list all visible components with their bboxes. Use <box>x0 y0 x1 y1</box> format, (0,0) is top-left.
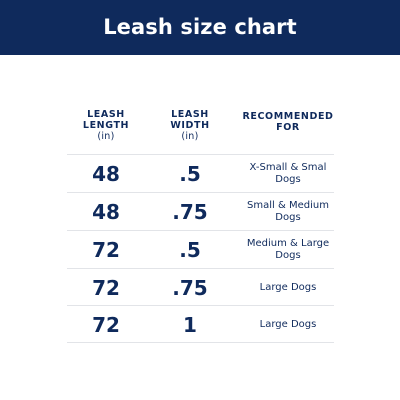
cell-recommended: Small & Medium Dogs <box>238 193 338 230</box>
table-row: 72 .75 Large Dogs <box>0 269 400 306</box>
column-header-length-unit: (in) <box>97 131 115 142</box>
column-header-length: LEASH LENGTH (in) <box>68 109 144 142</box>
row-divider <box>67 268 334 269</box>
column-header-width-label: LEASH WIDTH <box>170 109 210 131</box>
cell-width: .5 <box>152 231 228 268</box>
width-value: .5 <box>179 237 201 262</box>
length-value: 72 <box>92 275 120 300</box>
row-divider <box>67 342 334 343</box>
cell-length: 72 <box>68 306 144 343</box>
row-divider <box>67 154 334 155</box>
recommended-text: Medium & Large Dogs <box>246 237 330 261</box>
column-header-width: LEASH WIDTH (in) <box>152 109 228 142</box>
column-header-length-label: LEASH LENGTH <box>82 109 130 131</box>
recommended-text: Large Dogs <box>259 318 317 330</box>
width-value: .75 <box>172 275 208 300</box>
width-value: .75 <box>172 199 208 224</box>
row-divider <box>67 230 334 231</box>
cell-width: .5 <box>152 155 228 192</box>
row-divider <box>67 192 334 193</box>
row-divider <box>67 305 334 306</box>
table-row: 48 .5 X-Small & Smal Dogs <box>0 155 400 192</box>
table-row: 72 1 Large Dogs <box>0 306 400 343</box>
cell-length: 72 <box>68 231 144 268</box>
width-value: 1 <box>183 312 197 337</box>
cell-recommended: X-Small & Smal Dogs <box>238 155 338 192</box>
column-header-width-unit: (in) <box>181 131 199 142</box>
cell-recommended: Large Dogs <box>238 306 338 343</box>
length-value: 48 <box>92 199 120 224</box>
recommended-text: Large Dogs <box>259 281 317 293</box>
recommended-text: Small & Medium Dogs <box>247 199 329 223</box>
table-row: 48 .75 Small & Medium Dogs <box>0 193 400 230</box>
column-header-recommended: RECOMMENDED FOR <box>238 111 338 133</box>
header-banner: Leash size chart <box>0 0 400 55</box>
cell-length: 48 <box>68 193 144 230</box>
column-header-recommended-label: RECOMMENDED FOR <box>242 111 334 133</box>
width-value: .5 <box>179 161 201 186</box>
cell-length: 72 <box>68 269 144 306</box>
cell-width: 1 <box>152 306 228 343</box>
cell-width: .75 <box>152 193 228 230</box>
cell-recommended: Medium & Large Dogs <box>238 231 338 268</box>
length-value: 48 <box>92 161 120 186</box>
table-header: LEASH LENGTH (in) LEASH WIDTH (in) RECOM… <box>0 109 400 153</box>
recommended-text: X-Small & Smal Dogs <box>249 161 327 185</box>
cell-width: .75 <box>152 269 228 306</box>
page-title: Leash size chart <box>103 14 297 39</box>
table-row: 72 .5 Medium & Large Dogs <box>0 231 400 268</box>
cell-length: 48 <box>68 155 144 192</box>
length-value: 72 <box>92 312 120 337</box>
length-value: 72 <box>92 237 120 262</box>
cell-recommended: Large Dogs <box>238 269 338 306</box>
